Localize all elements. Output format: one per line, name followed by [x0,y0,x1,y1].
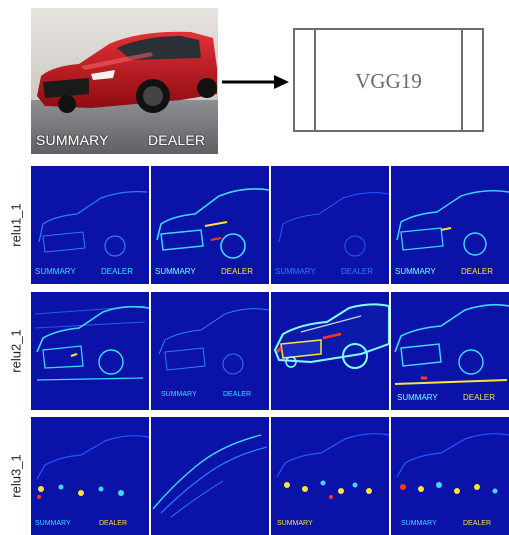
layer-label: relu2_1 [8,329,24,373]
svg-text:DEALER: DEALER [461,267,493,276]
feature-map-strip: SUMMARY DEALER SUMMARY [31,417,509,535]
feature-map [31,292,149,410]
svg-text:SUMMARY: SUMMARY [35,520,71,527]
feature-map-strip: SUMMARY DEALER SUMMARY DEALER SUMMARY DE… [31,166,509,284]
box-right-divider [461,30,463,130]
svg-text:SUMMARY: SUMMARY [395,267,436,276]
feature-map: SUMMARY DEALER [391,292,509,410]
car-photo-illustration [31,8,218,154]
svg-text:SUMMARY: SUMMARY [277,520,313,527]
caption-summary: SUMMARY [36,132,109,148]
feature-map: SUMMARY DEALER [391,417,509,535]
feature-map: SUMMARY DEALER [31,166,149,284]
arrow-right-icon [222,75,289,89]
svg-text:DEALER: DEALER [463,393,495,402]
svg-text:SUMMARY: SUMMARY [397,393,438,402]
feature-map [151,417,269,535]
input-car-image: SUMMARY DEALER [31,8,218,154]
layer-label: relu1_1 [8,203,24,247]
svg-text:DEALER: DEALER [463,520,491,527]
caption-dealer: DEALER [148,132,206,148]
svg-text:DEALER: DEALER [221,267,253,276]
svg-text:SUMMARY: SUMMARY [275,267,316,276]
feature-map [271,292,389,410]
layer-label: relu3_1 [8,454,24,498]
box-left-divider [314,30,316,130]
feature-map: SUMMARY DEALER [31,417,149,535]
svg-text:SUMMARY: SUMMARY [35,267,76,276]
feature-map: SUMMARY [271,417,389,535]
layer-row-relu1-1: relu1_1 SUMMARY DEALER SUMMARY DEALER [9,166,509,284]
svg-text:DEALER: DEALER [101,267,133,276]
feature-map-strip: SUMMARY DEALER SUMMARY [31,292,509,410]
svg-text:DEALER: DEALER [99,520,127,527]
svg-text:SUMMARY: SUMMARY [155,267,196,276]
layer-row-relu3-1: relu3_1 SUMMARY DEALER [9,417,509,535]
svg-text:SUMMARY: SUMMARY [401,520,437,527]
svg-text:DEALER: DEALER [223,391,251,398]
feature-map: SUMMARY DEALER [151,292,269,410]
model-label: VGG19 [355,69,422,93]
svg-text:SUMMARY: SUMMARY [161,391,197,398]
feature-map: SUMMARY DEALER [271,166,389,284]
vgg19-model-box: VGG19 [293,28,484,132]
svg-text:DEALER: DEALER [341,267,373,276]
feature-map: SUMMARY DEALER [151,166,269,284]
feature-map: SUMMARY DEALER [391,166,509,284]
layer-row-relu2-1: relu2_1 SUMMARY DEALER [9,292,509,410]
